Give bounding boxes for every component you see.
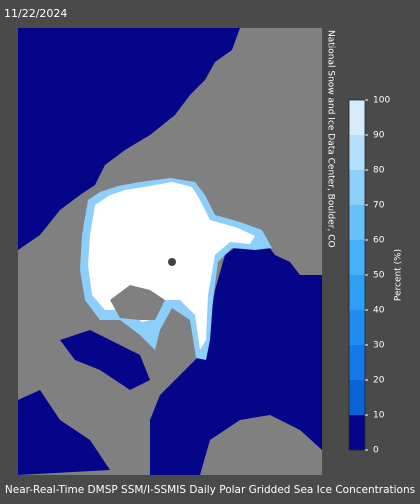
colorbar-segment: [349, 170, 365, 205]
tick-label: 60: [373, 236, 385, 246]
tick-label: 40: [373, 306, 385, 316]
pole-marker: [168, 258, 176, 266]
ocean: [18, 28, 240, 250]
ocean: [60, 330, 150, 390]
ocean: [18, 390, 110, 475]
colorbar-label: Percent (%): [394, 249, 404, 301]
colorbar: 0 10 20 30 40 50 60 70 80 90 100: [348, 96, 390, 456]
credit: National Snow and Ice Data Center, Bould…: [326, 30, 336, 248]
tick-label: 50: [373, 271, 385, 281]
colorbar-segment: [349, 135, 365, 170]
date: 11/22/2024: [4, 7, 67, 20]
map: [18, 28, 322, 475]
colorbar-segment: [349, 100, 365, 135]
tick-label: 0: [373, 446, 379, 456]
colorbar-segment: [349, 240, 365, 275]
land: [200, 415, 322, 475]
colorbar-segment: [349, 205, 365, 240]
tick-label: 30: [373, 341, 385, 351]
tick-label: 80: [373, 166, 385, 176]
colorbar-segment: [349, 380, 365, 415]
colorbar-segment: [349, 415, 365, 450]
colorbar-segment: [349, 310, 365, 345]
tick-label: 100: [373, 96, 390, 106]
colorbar-segment: [349, 275, 365, 310]
colorbar-segment: [349, 345, 365, 380]
tick-label: 90: [373, 131, 385, 141]
land: [110, 285, 165, 320]
caption: Near-Real-Time DMSP SSM/I-SSMIS Daily Po…: [5, 484, 415, 496]
ocean: [150, 238, 322, 475]
tick-label: 70: [373, 201, 385, 211]
tick-label: 10: [373, 411, 385, 421]
tick-label: 20: [373, 376, 385, 386]
